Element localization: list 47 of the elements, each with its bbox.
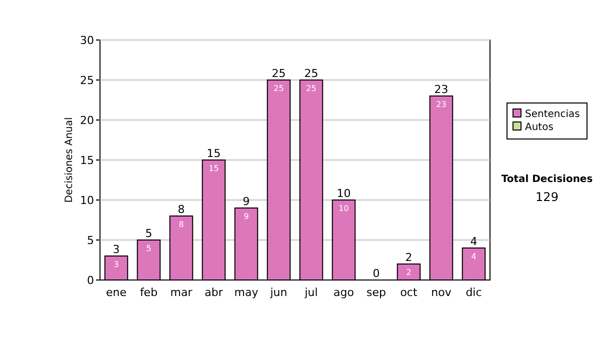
y-tick-label: 30 [80,34,94,47]
text: Total Decisiones [501,174,593,185]
data-label: 25 [274,84,284,93]
data-label: 2 [406,268,412,277]
total-label: 0 [372,267,380,280]
total-label: 8 [178,203,185,216]
total-label: 10 [336,187,351,200]
legend-label: Autos [525,122,554,133]
x-tick-label: sep [366,286,386,299]
total-label: 5 [145,227,152,240]
x-tick-label: ene [106,286,127,299]
x-tick-label: oct [400,286,418,299]
total-label: 25 [304,67,318,80]
total-label: 3 [112,243,120,256]
x-tick-label: ago [334,286,354,299]
x-tick-label: feb [140,286,158,299]
y-tick-label: 15 [80,154,94,167]
total-label: 9 [242,195,250,208]
x-tick-label: abr [204,286,224,299]
x-tick-label: mar [170,286,193,299]
total-label: 4 [470,235,478,248]
legend-label: Sentencias [525,109,580,120]
data-label: 9 [244,212,249,221]
y-tick-label: 20 [80,114,94,127]
total-label: 15 [206,147,221,160]
text: 129 [536,190,558,204]
data-label: 23 [436,100,446,109]
data-label: 3 [114,260,119,269]
data-label: 10 [338,204,349,213]
total-label: 23 [434,83,448,96]
y-tick-label: 0 [87,274,94,287]
data-label: 4 [471,252,476,261]
x-tick-label: may [234,286,259,299]
y-tick-label: 25 [80,74,94,87]
data-label: 15 [208,164,219,173]
data-label: 5 [146,244,152,253]
x-tick-label: nov [431,286,452,299]
data-label: 8 [178,220,184,229]
x-tick-label: dic [466,286,482,299]
total-label: 2 [405,251,412,264]
data-label: 25 [306,84,316,93]
y-tick-label: 10 [80,194,94,207]
total-label: 25 [272,67,286,80]
x-tick-label: jun [269,286,288,299]
y-axis-title: Decisiones Anual [64,117,75,203]
y-tick-label: 5 [87,234,94,247]
x-tick-label: jul [304,286,318,299]
